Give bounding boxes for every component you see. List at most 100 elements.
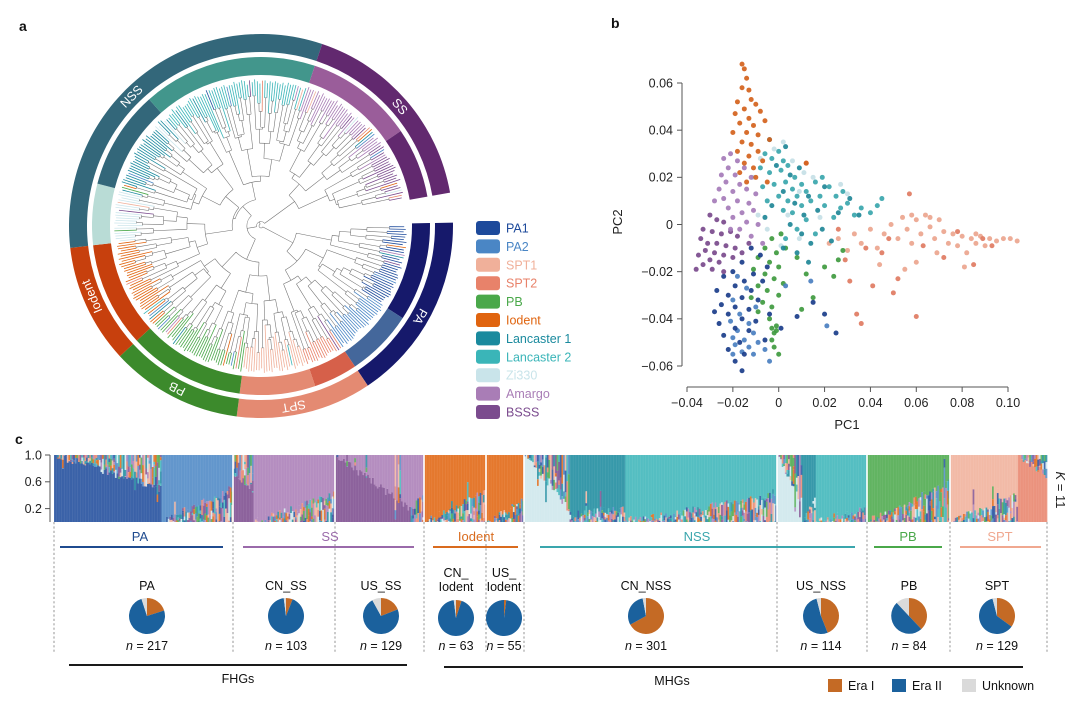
scatter-point [945, 240, 951, 246]
scatter-point [725, 292, 731, 298]
tree-leaf-branch [362, 137, 379, 150]
structure-bar-segment [783, 455, 786, 459]
structure-bar-segment [590, 455, 593, 512]
structure-bar-segment [159, 471, 162, 484]
pie-slice-era-ii [129, 598, 166, 634]
structure-bar-segment [868, 455, 871, 522]
structure-bar-segment [113, 461, 116, 465]
tree-leaf-branch [287, 344, 293, 366]
structure-bar-segment [185, 518, 188, 522]
structure-bar-segment [770, 513, 773, 522]
structure-bar-segment [1025, 461, 1028, 464]
tree-leaf-branch [137, 148, 156, 161]
tree-branch [211, 302, 223, 324]
structure-bar-segment [248, 488, 251, 522]
structure-bar-segment [641, 455, 644, 522]
structure-bar-segment [661, 518, 664, 522]
scatter-point [744, 186, 750, 192]
scatter-point [801, 212, 807, 218]
structure-bar-segment [789, 475, 792, 481]
structure-bar-segment [594, 455, 597, 514]
structure-bar-segment [277, 511, 280, 519]
tree-branch [186, 127, 204, 153]
legend-swatch [476, 349, 500, 364]
structure-bar-segment [569, 514, 572, 520]
structure-bar-segment [1008, 455, 1011, 498]
structure-bar-segment [293, 521, 296, 522]
structure-bar-segment [328, 455, 331, 494]
structure-bar-segment [86, 457, 89, 462]
tree-leaf-branch [197, 96, 208, 117]
structure-bar-segment [498, 514, 501, 521]
structure-bar-segment [413, 455, 417, 509]
scatter-point [909, 240, 915, 246]
structure-bar-segment [830, 521, 833, 522]
structure-bar-segment [439, 455, 442, 517]
structure-bar-segment [1021, 459, 1024, 522]
scatter-point [728, 151, 734, 157]
structure-bar-segment [622, 506, 624, 517]
structure-bar-segment [788, 459, 790, 464]
structure-bar-segment [498, 520, 501, 522]
structure-bar-segment [341, 460, 344, 522]
structure-bar-segment [143, 455, 146, 470]
group-iodent: Iodent [433, 529, 518, 548]
structure-bar-segment [113, 455, 116, 459]
structure-bar-segment [444, 520, 447, 522]
tree-branch [311, 317, 328, 339]
structure-bar-segment [533, 460, 536, 466]
structure-bar-segment [993, 455, 996, 506]
structure-bar-segment [447, 521, 450, 522]
tree-leaf-branch [233, 81, 241, 114]
structure-bar-segment [850, 512, 853, 520]
structure-bar-segment [695, 455, 698, 511]
structure-bar-segment [213, 496, 216, 514]
structure-bar-segment [958, 455, 961, 516]
tree-branch [135, 232, 142, 237]
structure-bar-segment [212, 455, 215, 502]
structure-bar-segment [431, 455, 434, 521]
structure-bar-segment [908, 506, 911, 511]
structure-bar-segment [753, 519, 755, 522]
structure-bar-segment [288, 519, 291, 522]
scatter-point [851, 212, 857, 218]
structure-bar-segment [609, 520, 612, 522]
structure-bar-segment [762, 455, 765, 499]
structure-bar-segment [457, 455, 460, 509]
panel-label-c: c [15, 431, 23, 447]
structure-bar-segment [78, 459, 80, 462]
structure-bar-segment [543, 455, 546, 466]
structure-bar-segment [847, 455, 850, 516]
structure-bar-segment [511, 504, 514, 507]
structure-bar-segment [500, 455, 503, 512]
tree-branch [153, 207, 178, 222]
structure-bar-segment [370, 483, 373, 522]
structure-bar-segment [220, 455, 223, 498]
structure-bar-segment [548, 478, 551, 488]
structure-bar-segment [233, 473, 235, 476]
n-value: = 103 [272, 639, 307, 653]
tree-leaf-branch [384, 187, 401, 193]
scatter-point [732, 172, 738, 178]
structure-bar-segment [306, 505, 309, 520]
structure-bar-segment [146, 483, 149, 522]
structure-bar-segment [743, 455, 746, 505]
structure-bar-segment [538, 472, 541, 476]
tree-leaf-branch [243, 80, 247, 100]
structure-bar-segment [327, 503, 329, 506]
scatter-point [709, 266, 715, 272]
scatter-point [879, 250, 885, 256]
structure-bar-segment [644, 455, 647, 517]
structure-bar-segment [754, 520, 757, 522]
tree-branch [192, 329, 195, 331]
tree-branch [268, 112, 277, 133]
structure-bar-segment [938, 520, 941, 522]
structure-bar-segment [57, 455, 60, 458]
structure-bar-segment [591, 455, 594, 513]
tree-branch [217, 348, 221, 350]
scatter-point [808, 278, 814, 284]
structure-bar-segment [737, 511, 739, 517]
tree-branch [317, 125, 338, 147]
structure-bar-segment [298, 505, 301, 514]
structure-bar-segment [1040, 469, 1043, 522]
